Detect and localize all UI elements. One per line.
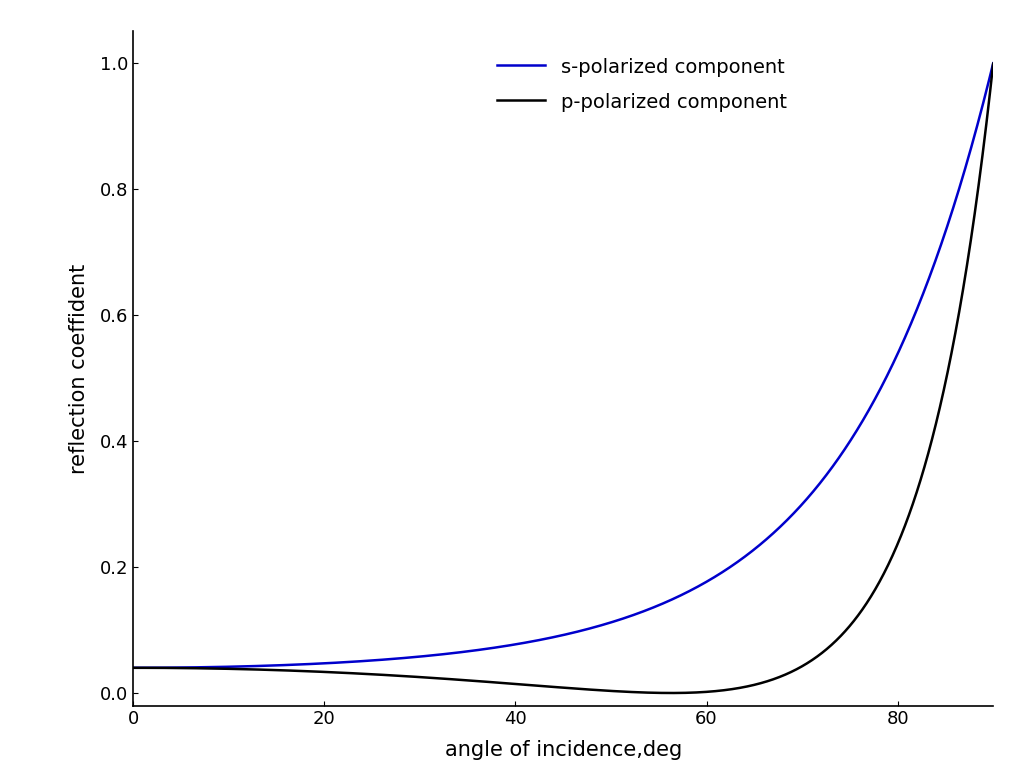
Line: p-polarized component: p-polarized component: [133, 64, 993, 693]
s-polarized component: [127, 663, 139, 673]
s-polarized component: [962, 154, 974, 164]
p-polarized component: [666, 688, 678, 698]
Y-axis label: reflection coeffident: reflection coeffident: [69, 263, 89, 474]
p-polarized component: [987, 59, 999, 68]
Line: s-polarized component: s-polarized component: [133, 64, 993, 668]
X-axis label: angle of incidence,deg: angle of incidence,deg: [444, 739, 682, 760]
s-polarized component: [522, 637, 535, 647]
p-polarized component: [545, 682, 557, 691]
p-polarized component: [171, 663, 183, 673]
s-polarized component: [545, 633, 557, 642]
s-polarized component: [171, 662, 183, 672]
p-polarized component: [805, 656, 817, 666]
p-polarized component: [522, 681, 535, 690]
Legend: s-polarized component, p-polarized component: s-polarized component, p-polarized compo…: [486, 48, 797, 122]
p-polarized component: [963, 252, 975, 262]
s-polarized component: [804, 490, 816, 499]
p-polarized component: [963, 250, 975, 260]
s-polarized component: [963, 153, 975, 162]
p-polarized component: [127, 663, 139, 673]
s-polarized component: [987, 59, 999, 68]
